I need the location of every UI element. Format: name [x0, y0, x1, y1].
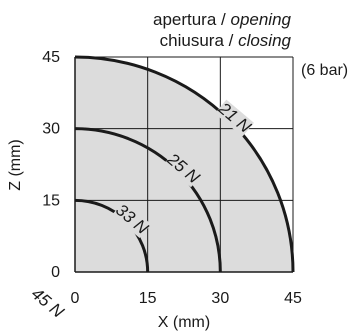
grid	[75, 56, 294, 272]
x-tick-label: 30	[211, 290, 229, 307]
y-axis-label: Z (mm)	[7, 139, 24, 191]
y-tick-label: 30	[42, 121, 60, 138]
x-tick-labels: 0 15 30 45	[71, 290, 302, 307]
x-tick-label: 15	[139, 290, 157, 307]
x-tick-label: 0	[71, 290, 80, 307]
closing-label: chiusura / closing	[160, 31, 292, 50]
y-tick-label: 45	[42, 49, 60, 66]
arc-label-backing	[112, 201, 152, 238]
pressure-note: (6 bar)	[301, 62, 348, 79]
corner-force-label: 45 N	[28, 284, 68, 322]
y-tick-labels: 0 15 30 45	[42, 49, 60, 281]
arc-label-backing	[214, 99, 254, 137]
y-tick-label: 0	[51, 264, 60, 281]
x-axis-label: X (mm)	[158, 314, 210, 331]
opening-label: apertura / opening	[153, 10, 292, 29]
x-tick-label: 45	[284, 290, 302, 307]
y-tick-label: 15	[42, 192, 60, 209]
arc-label-backing	[163, 150, 203, 188]
